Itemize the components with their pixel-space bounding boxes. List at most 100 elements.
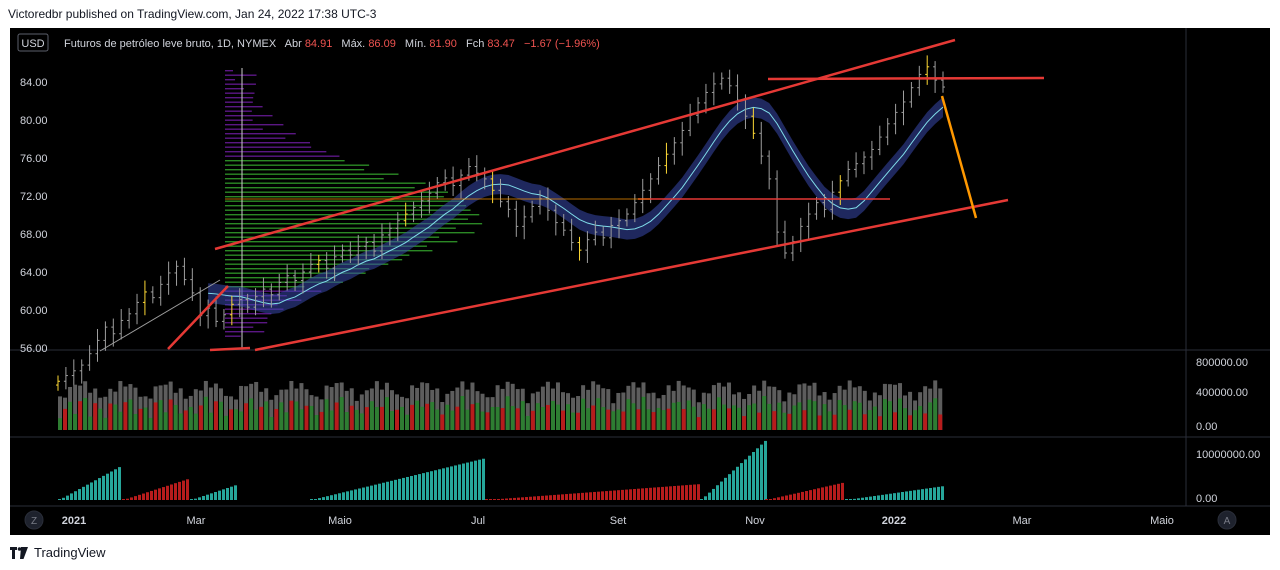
- volume-bar: [193, 413, 198, 430]
- oscillator-bar: [712, 488, 715, 500]
- close-value: 83.47: [487, 38, 515, 50]
- oscillator-bar: [821, 487, 824, 500]
- oscillator-bar: [669, 486, 672, 500]
- currency-badge[interactable]: [17, 33, 49, 52]
- oscillator-tick-label: 10000000.00: [1196, 449, 1260, 461]
- drawings[interactable]: [99, 38, 1045, 352]
- volume-bar: [88, 416, 93, 430]
- oscillator-bar: [501, 498, 504, 500]
- volume-bar: [324, 399, 329, 430]
- volume-bar: [103, 417, 108, 430]
- oscillator-bar: [402, 477, 405, 500]
- oscillator-bar: [462, 463, 465, 500]
- volume-bar: [586, 408, 591, 430]
- volume-profile-row: [225, 70, 233, 72]
- volume-bar: [304, 405, 309, 430]
- footer: TradingView: [10, 545, 106, 560]
- volume-bar: [113, 404, 118, 430]
- change-value: −1.67 (−1.96%): [524, 38, 600, 50]
- volume-bar: [847, 409, 852, 430]
- volume-bar: [495, 406, 500, 430]
- oscillator-bar: [78, 489, 81, 500]
- volume-bar: [354, 409, 359, 430]
- oscillator-bar: [166, 485, 169, 500]
- oscillator-bar: [708, 492, 711, 500]
- price-tick-label: 72.00: [20, 191, 48, 203]
- time-axis[interactable]: 2021 Mar Maio Jul Set Nov 2022 Mar Maio: [62, 515, 1174, 527]
- volume-bar-total: [726, 382, 731, 430]
- oscillator-axis[interactable]: 10000000.00 0.00: [1196, 449, 1260, 505]
- oscillator-bar: [573, 493, 576, 500]
- volume-bar: [616, 409, 621, 430]
- volume-bar-total: [193, 389, 198, 430]
- auto-scale-button[interactable]: [1217, 510, 1237, 530]
- oscillator-bar: [154, 489, 157, 500]
- volume-bar-total: [908, 391, 913, 430]
- oscillator-bar: [314, 499, 317, 500]
- time-tick-label: 2022: [882, 515, 906, 527]
- oscillator-bar: [210, 493, 213, 500]
- volume-bar: [737, 407, 742, 430]
- volume-bar-total: [223, 395, 228, 430]
- oscillator-bar: [406, 476, 409, 500]
- volume-bar-total: [389, 390, 394, 430]
- volume-profile-row: [225, 281, 343, 283]
- volume-axis[interactable]: 800000.00 400000.00 0.00: [1196, 357, 1248, 433]
- volume-bar-total: [651, 392, 656, 430]
- volume-bar: [802, 410, 807, 430]
- oscillator-bar: [861, 497, 864, 500]
- volume-tick-label: 400000.00: [1196, 387, 1248, 399]
- oscillator-bar: [470, 461, 473, 500]
- volume-bar-total: [621, 392, 626, 430]
- volume-bar: [173, 404, 178, 430]
- volume-bar: [782, 412, 787, 430]
- oscillator-bar: [194, 498, 197, 500]
- volume-bar-total: [450, 390, 455, 430]
- oscillator-bar: [613, 490, 616, 500]
- oscillator-bar: [118, 467, 121, 500]
- ma-line: [208, 106, 944, 305]
- oscillator-bar: [756, 448, 759, 500]
- volume-bar: [480, 411, 485, 430]
- price-axis[interactable]: 84.00 80.00 76.00 72.00 68.00 64.00 60.00 56.00: [20, 77, 48, 355]
- volume-profile-row: [225, 218, 468, 220]
- volume-bar: [68, 401, 73, 430]
- volume-bar: [153, 402, 158, 430]
- oscillator-bar: [849, 499, 852, 500]
- oscillator-bar: [134, 496, 137, 500]
- chart-container[interactable]: USD Futuros de petróleo leve bruto, 1D, …: [10, 28, 1270, 535]
- volume-profile-row: [225, 128, 263, 130]
- volume-bar: [143, 407, 148, 430]
- oscillator-bar: [537, 496, 540, 500]
- volume-bar: [425, 403, 430, 430]
- oscillator-bar: [390, 480, 393, 500]
- oscillator-bar: [505, 498, 508, 500]
- oscillator-bar: [322, 497, 325, 500]
- oscillator-bar: [805, 491, 808, 500]
- volume-bar: [777, 402, 782, 430]
- volume-bar: [515, 408, 520, 430]
- volume-bar: [772, 411, 777, 430]
- volume-bar: [168, 399, 173, 430]
- oscillator-bar: [736, 466, 739, 500]
- auto-scale-button-label: A: [1224, 516, 1231, 527]
- volume-bar: [254, 409, 259, 430]
- chart-canvas[interactable]: USD Futuros de petróleo leve bruto, 1D, …: [10, 28, 1270, 535]
- oscillator-bar: [150, 490, 153, 500]
- volume-bar: [540, 407, 545, 430]
- zoom-button[interactable]: [24, 510, 44, 530]
- oscillator-bar: [98, 478, 101, 500]
- volume-bar: [259, 406, 264, 430]
- volume-bar: [138, 408, 143, 430]
- footer-brand: TradingView: [34, 545, 106, 560]
- volume-bar: [264, 401, 269, 430]
- volume-bar: [561, 410, 565, 430]
- volume-bar: [505, 396, 510, 430]
- volume-profile-row: [225, 245, 427, 247]
- volume-bar-total: [435, 388, 440, 430]
- volume-profile-row: [225, 277, 336, 279]
- volume-bar-total: [862, 390, 867, 430]
- oscillator-bar: [74, 491, 77, 500]
- price-tick-label: 60.00: [20, 305, 48, 317]
- oscillator-bar: [86, 484, 89, 500]
